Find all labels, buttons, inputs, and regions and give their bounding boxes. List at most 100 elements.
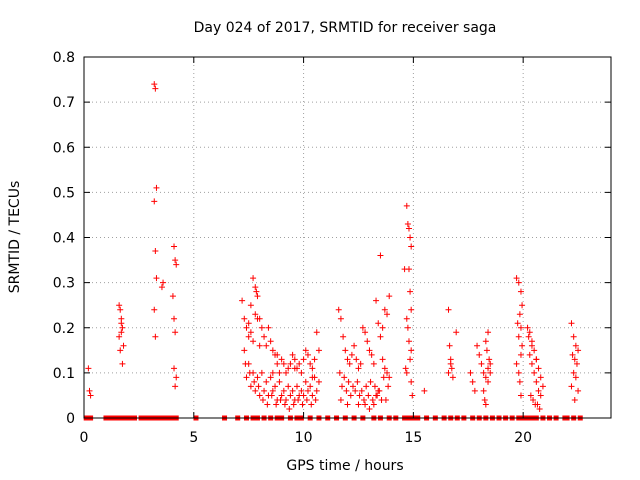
data-point: [568, 383, 575, 390]
data-point: [515, 369, 522, 376]
data-point: [531, 369, 538, 376]
data-point: [173, 261, 180, 268]
data-point: [264, 401, 271, 408]
data-point: [315, 378, 322, 385]
data-point: [572, 374, 579, 381]
data-point: [291, 356, 298, 363]
data-point: [289, 351, 296, 358]
data-point: [476, 351, 483, 358]
data-point: [524, 324, 531, 331]
data-point: [278, 392, 285, 399]
data-point: [300, 356, 307, 363]
data-point: [169, 293, 176, 300]
data-point: [421, 387, 428, 394]
data-point: [171, 365, 178, 372]
x-tick-label: 0: [80, 430, 89, 446]
data-point: [281, 401, 288, 408]
y-tick-label: 0.8: [53, 50, 75, 66]
data-point: [86, 387, 93, 394]
data-point: [300, 392, 307, 399]
data-point: [469, 378, 476, 385]
data-point: [531, 347, 538, 354]
data-point: [357, 360, 364, 367]
data-point: [537, 392, 544, 399]
data-point: [369, 396, 376, 403]
data-point: [116, 333, 123, 340]
data-point: [303, 396, 310, 403]
x-tick-label: 10: [295, 430, 313, 446]
data-point: [353, 356, 360, 363]
data-point: [304, 351, 311, 358]
data-point: [283, 396, 290, 403]
data-point: [296, 360, 303, 367]
data-point: [526, 329, 533, 336]
data-point: [272, 383, 279, 390]
data-point: [298, 369, 305, 376]
data-point: [304, 387, 311, 394]
data-point: [514, 320, 521, 327]
data-point: [261, 333, 268, 340]
data-point: [571, 396, 578, 403]
data-point: [283, 369, 290, 376]
data-point: [570, 333, 577, 340]
data-point: [403, 369, 410, 376]
data-point: [370, 360, 377, 367]
data-point: [528, 360, 535, 367]
data-point: [402, 365, 409, 372]
data-point: [386, 293, 393, 300]
data-point: [342, 347, 349, 354]
data-point: [267, 374, 274, 381]
data-point: [171, 315, 178, 322]
data-point: [348, 351, 355, 358]
data-point: [359, 324, 366, 331]
data-point: [246, 369, 253, 376]
data-point: [289, 387, 296, 394]
data-point: [117, 306, 124, 313]
data-point: [256, 342, 263, 349]
data-point: [118, 329, 125, 336]
data-point: [269, 369, 276, 376]
data-point: [276, 378, 283, 385]
data-point: [487, 360, 494, 367]
data-point: [247, 329, 254, 336]
data-point: [285, 365, 292, 372]
data-point: [370, 401, 377, 408]
data-point: [274, 351, 281, 358]
data-point: [351, 342, 358, 349]
data-point: [153, 184, 160, 191]
data-point: [120, 342, 127, 349]
data-point: [403, 202, 410, 209]
data-point: [373, 392, 380, 399]
data-point: [575, 347, 582, 354]
data-point: [336, 369, 343, 376]
data-point: [285, 383, 292, 390]
data-point: [517, 324, 524, 331]
data-point: [515, 333, 522, 340]
data-point: [241, 315, 248, 322]
data-point: [517, 392, 524, 399]
data-point: [269, 387, 276, 394]
data-point: [515, 279, 522, 286]
data-point: [517, 288, 524, 295]
data-point: [295, 396, 302, 403]
data-point: [313, 387, 320, 394]
data-point: [519, 342, 526, 349]
y-tick-label: 0.7: [53, 95, 75, 111]
data-point: [340, 333, 347, 340]
x-tick-label: 20: [514, 430, 532, 446]
data-point: [480, 387, 487, 394]
data-point: [268, 392, 275, 399]
data-point: [337, 315, 344, 322]
data-point: [368, 351, 375, 358]
data-point: [485, 329, 492, 336]
data-point: [373, 297, 380, 304]
data-point: [478, 360, 485, 367]
data-point: [485, 365, 492, 372]
data-point: [375, 387, 382, 394]
data-point: [573, 360, 580, 367]
data-point: [263, 342, 270, 349]
data-point: [280, 360, 287, 367]
data-point: [116, 302, 123, 309]
data-point: [293, 383, 300, 390]
data-point: [384, 311, 391, 318]
